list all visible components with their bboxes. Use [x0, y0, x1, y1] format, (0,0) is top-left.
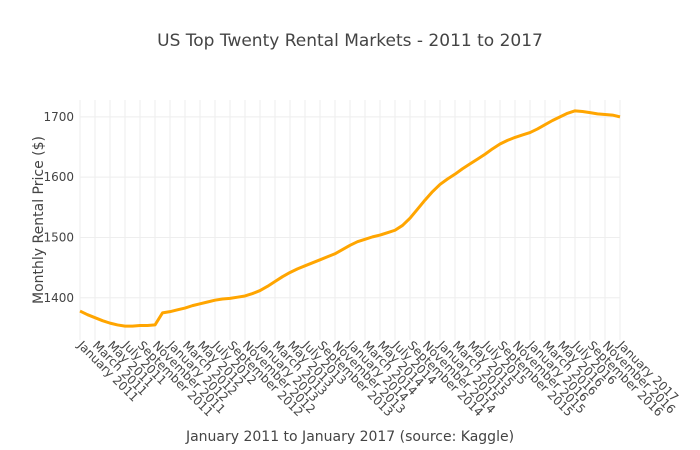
chart-title: US Top Twenty Rental Markets - 2011 to 2… — [157, 31, 543, 51]
grid — [79, 100, 621, 340]
x-axis-title: January 2011 to January 2017 (source: Ka… — [185, 429, 514, 445]
y-tick-label: 1700 — [43, 110, 74, 124]
y-tick-label: 1500 — [43, 230, 74, 244]
y-tick-label: 1400 — [43, 291, 74, 305]
plot — [79, 109, 621, 328]
y-axis-title: Monthly Rental Price ($) — [31, 136, 47, 304]
y-tick-label: 1600 — [43, 170, 74, 184]
line — [79, 109, 621, 328]
